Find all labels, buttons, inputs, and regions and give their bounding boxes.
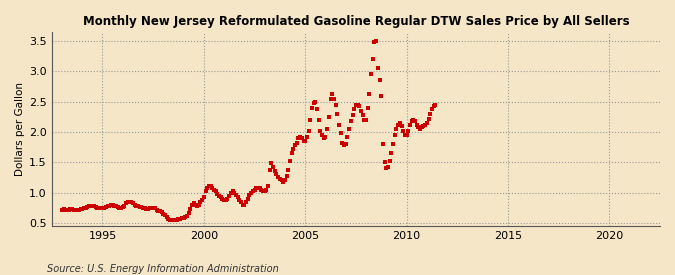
- Y-axis label: Dollars per Gallon: Dollars per Gallon: [15, 82, 25, 176]
- Text: Source: U.S. Energy Information Administration: Source: U.S. Energy Information Administ…: [47, 264, 279, 274]
- Title: Monthly New Jersey Reformulated Gasoline Regular DTW Sales Price by All Sellers: Monthly New Jersey Reformulated Gasoline…: [82, 15, 629, 28]
